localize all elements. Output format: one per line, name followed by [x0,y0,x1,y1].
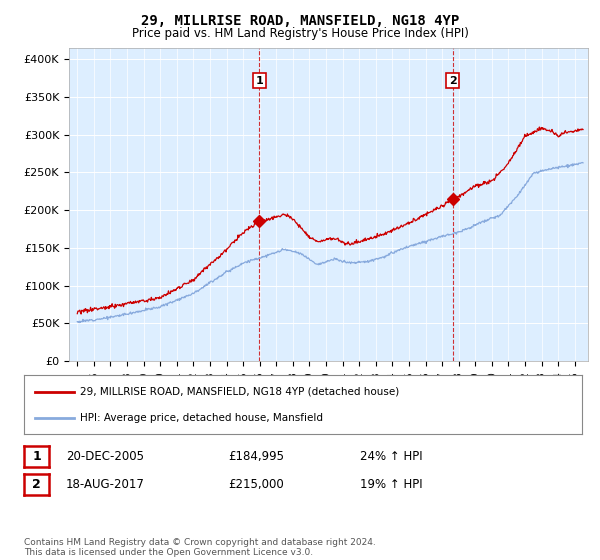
Text: 20-DEC-2005: 20-DEC-2005 [66,450,144,463]
Text: 29, MILLRISE ROAD, MANSFIELD, NG18 4YP: 29, MILLRISE ROAD, MANSFIELD, NG18 4YP [141,14,459,28]
Text: 19% ↑ HPI: 19% ↑ HPI [360,478,422,491]
Text: 1: 1 [256,76,263,86]
Text: Contains HM Land Registry data © Crown copyright and database right 2024.
This d: Contains HM Land Registry data © Crown c… [24,538,376,557]
Text: 29, MILLRISE ROAD, MANSFIELD, NG18 4YP (detached house): 29, MILLRISE ROAD, MANSFIELD, NG18 4YP (… [80,386,399,396]
Text: £184,995: £184,995 [228,450,284,463]
Text: 24% ↑ HPI: 24% ↑ HPI [360,450,422,463]
Text: Price paid vs. HM Land Registry's House Price Index (HPI): Price paid vs. HM Land Registry's House … [131,27,469,40]
Text: HPI: Average price, detached house, Mansfield: HPI: Average price, detached house, Mans… [80,413,323,423]
Text: 1: 1 [32,450,41,463]
Text: 2: 2 [449,76,457,86]
Text: 2: 2 [32,478,41,491]
Text: £215,000: £215,000 [228,478,284,491]
Text: 18-AUG-2017: 18-AUG-2017 [66,478,145,491]
